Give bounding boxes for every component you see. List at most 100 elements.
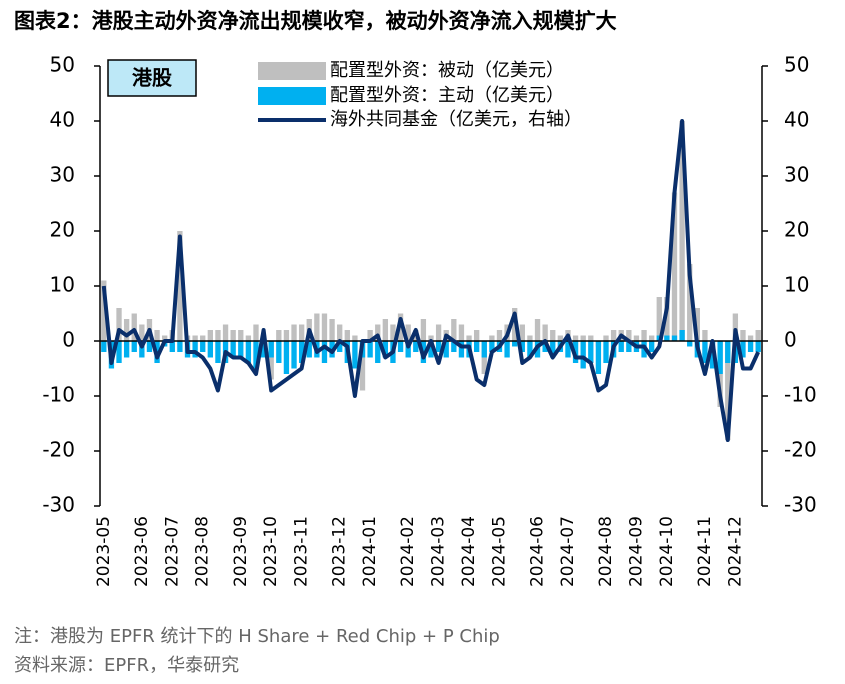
bar: [451, 319, 457, 341]
y-tick-label: 30: [50, 163, 75, 187]
y2-tick-label: -20: [784, 438, 817, 462]
bar: [215, 330, 221, 341]
bar: [253, 324, 259, 341]
bar: [116, 308, 122, 341]
bar: [687, 264, 693, 341]
legend-swatch: [258, 62, 326, 80]
bar: [314, 313, 320, 341]
bar: [504, 341, 510, 358]
y2-tick-label: -10: [784, 383, 817, 407]
bar: [740, 341, 746, 358]
bar: [489, 335, 495, 341]
chart-title: 图表2：港股主动外资净流出规模收窄，被动外资净流入规模扩大: [14, 9, 617, 33]
bar: [306, 341, 312, 358]
bar: [375, 341, 381, 363]
bar: [747, 335, 754, 341]
y-tick-label: 40: [50, 108, 75, 132]
bar: [200, 335, 206, 341]
bar: [139, 341, 145, 358]
bar: [550, 341, 556, 358]
bar: [451, 341, 457, 352]
bar: [747, 341, 754, 352]
bar: [359, 341, 366, 391]
bar: [466, 335, 472, 341]
bar: [717, 341, 723, 374]
bar: [337, 341, 343, 352]
bar: [260, 341, 267, 358]
bar: [687, 341, 693, 347]
x-tick-label: 2023-12: [330, 516, 350, 587]
bar: [367, 341, 373, 358]
y2-tick-label: 0: [784, 328, 797, 352]
bar: [679, 121, 685, 341]
y-tick-label: -10: [42, 383, 75, 407]
x-tick-label: 2023-08: [193, 516, 213, 587]
x-tick-label: 2024-09: [626, 516, 646, 587]
annotation: 港股: [132, 66, 172, 90]
bar: [435, 324, 442, 341]
bar: [268, 341, 274, 380]
y2-tick-label: -30: [784, 493, 817, 517]
bar: [565, 341, 571, 358]
bar: [230, 341, 236, 358]
bar: [428, 341, 434, 358]
y-tick-label: -20: [42, 438, 75, 462]
bar: [101, 280, 107, 341]
bar: [375, 324, 381, 341]
bar: [519, 341, 525, 352]
bar: [245, 335, 252, 341]
bar: [527, 335, 533, 341]
bar: [238, 341, 244, 358]
bar: [702, 341, 708, 363]
bar: [473, 330, 480, 341]
x-tick-label: 2023-11: [292, 516, 312, 587]
bar: [200, 341, 206, 352]
bar: [603, 341, 609, 363]
bar: [633, 335, 640, 341]
bar: [732, 313, 739, 341]
bar: [420, 319, 427, 341]
bar: [390, 324, 396, 341]
bar: [101, 341, 107, 352]
x-tick-label: 2023-09: [231, 516, 251, 587]
bar: [580, 335, 586, 341]
bar: [588, 341, 594, 363]
bar: [177, 341, 183, 352]
bar: [413, 341, 419, 352]
x-tick-label: 2024-07: [558, 516, 578, 587]
bar: [276, 330, 282, 341]
bar: [458, 324, 465, 341]
bar: [626, 330, 632, 341]
bar: [238, 330, 244, 341]
x-tick-label: 2023-10: [261, 516, 281, 587]
bar: [298, 341, 305, 363]
bar: [352, 341, 358, 369]
bar: [283, 330, 290, 341]
bar: [481, 341, 487, 358]
bar: [610, 330, 617, 341]
x-tick-label: 2024-11: [695, 516, 715, 587]
bar: [580, 341, 586, 369]
bar: [298, 324, 305, 341]
bar: [276, 341, 282, 363]
bar: [291, 341, 297, 369]
bar: [679, 330, 685, 341]
bar: [123, 341, 130, 358]
bar: [321, 313, 328, 341]
x-tick-label: 2024-10: [657, 516, 677, 587]
bar: [268, 341, 274, 358]
bar: [496, 330, 503, 341]
y-tick-label: 10: [50, 273, 75, 297]
legend-label: 配置型外资：主动（亿美元）: [330, 85, 564, 106]
bar: [473, 341, 480, 352]
bar: [382, 319, 389, 341]
bar: [329, 319, 335, 341]
bar: [177, 231, 183, 341]
y2-tick-label: 20: [784, 218, 809, 242]
bar: [542, 324, 548, 341]
bar: [671, 335, 678, 341]
x-tick-label: 2024-05: [489, 516, 509, 587]
bar: [146, 341, 153, 352]
bar: [641, 330, 647, 341]
